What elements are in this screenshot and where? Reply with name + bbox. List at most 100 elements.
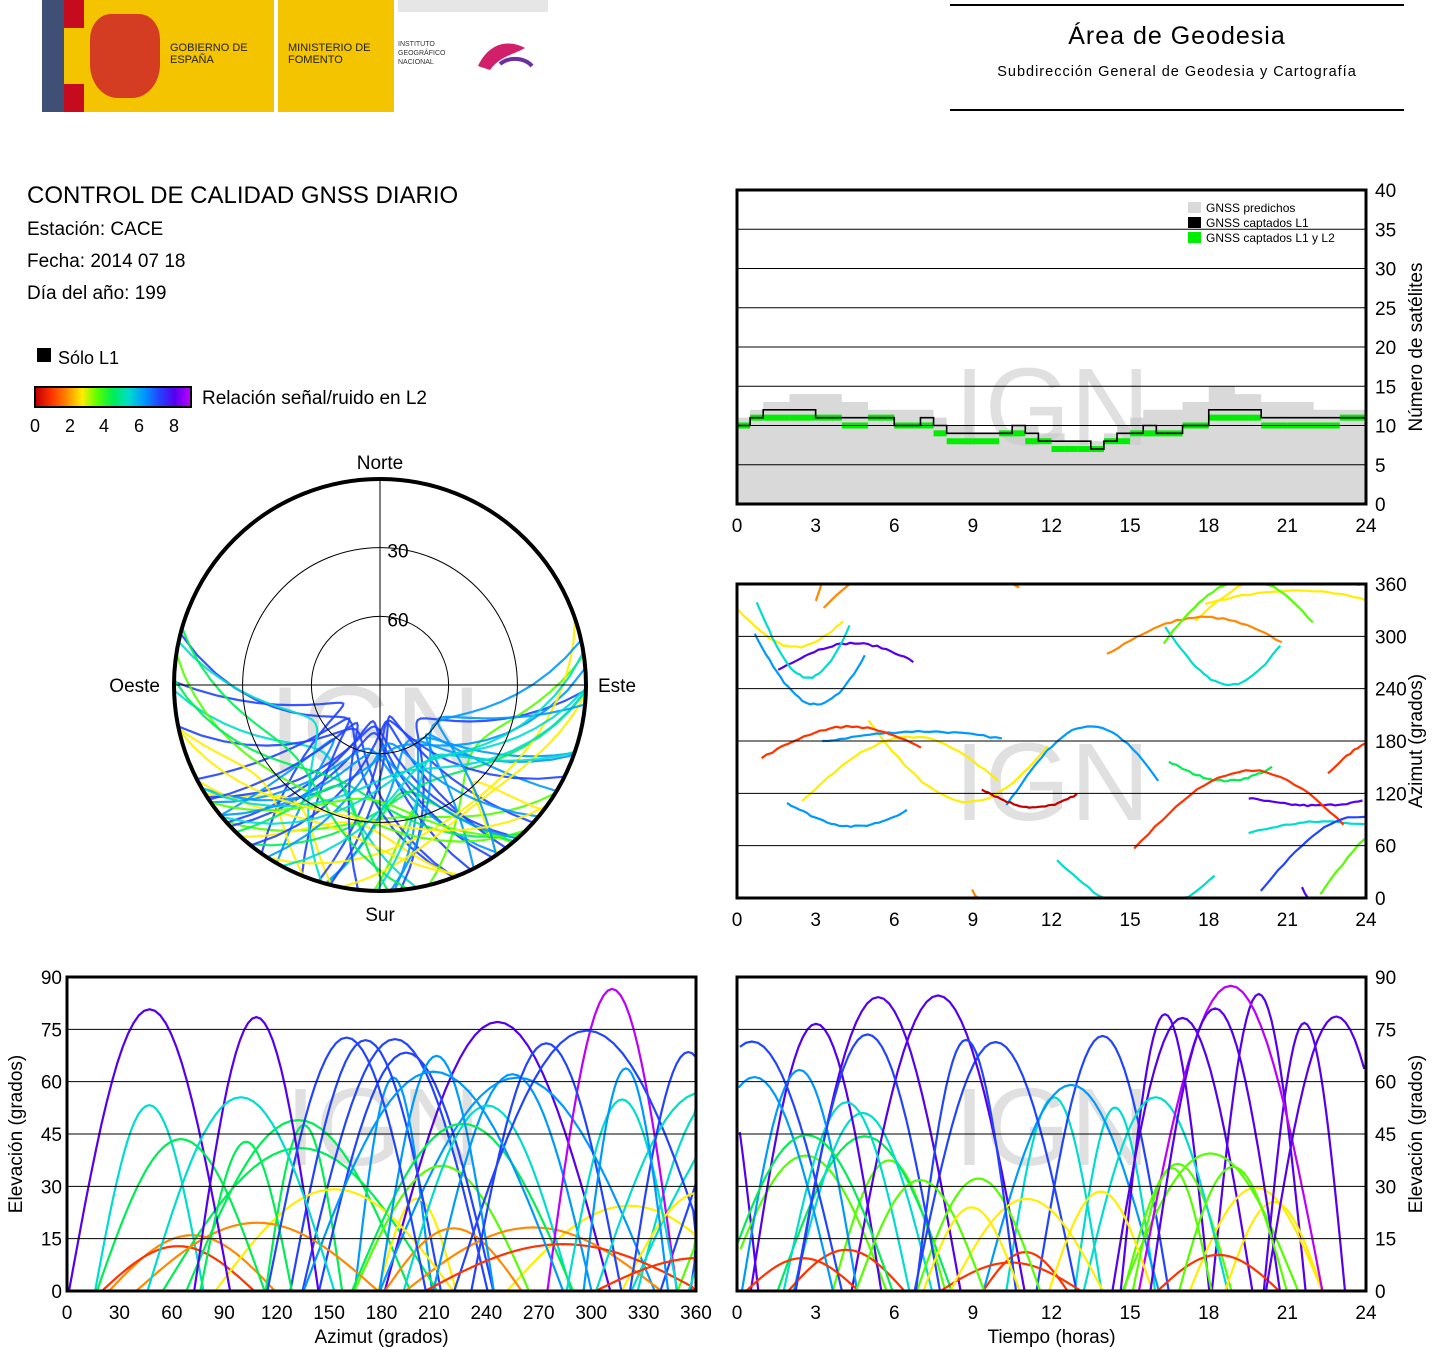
x-tick-label: 3 xyxy=(810,516,821,537)
sky-track xyxy=(375,750,576,892)
legend-swatch xyxy=(1188,232,1201,243)
elev-time-track xyxy=(736,1133,894,1292)
legend-entry: GNSS captados L1 xyxy=(1206,216,1309,230)
elev-time-track xyxy=(913,1040,1078,1292)
area-subtitle: Subdirección General de Geodesia y Carto… xyxy=(997,64,1357,80)
elev-az-track xyxy=(317,1051,495,1292)
header-rule-bottom xyxy=(950,109,1404,111)
elev-time-track xyxy=(793,1033,942,1292)
elev-time-track xyxy=(854,1178,986,1292)
sky-track xyxy=(178,729,548,832)
x-tick-label: 15 xyxy=(1120,910,1141,931)
elev-time-track xyxy=(915,1177,1042,1292)
y-tick-label: 15 xyxy=(41,1230,62,1251)
elev-az-track xyxy=(402,1104,573,1292)
elev-az-track xyxy=(135,1221,379,1292)
azimuth-track xyxy=(1164,626,1282,687)
azimuth-track xyxy=(760,724,922,760)
x-axis-label: Azimut (grados) xyxy=(314,1327,448,1348)
sky-horizon xyxy=(172,477,588,893)
legend-entry: GNSS predichos xyxy=(1206,201,1295,215)
elev-time-track xyxy=(787,1248,906,1292)
y-tick-label: 0 xyxy=(51,1282,62,1303)
ministerio-logo: MINISTERIO DE FOMENTO xyxy=(278,0,394,112)
y-tick-label: 75 xyxy=(41,1020,62,1041)
x-tick-label: 0 xyxy=(62,1303,73,1324)
x-tick-label: 15 xyxy=(1120,1303,1141,1324)
azimuth-track xyxy=(822,729,1003,743)
y-tick-label: 60 xyxy=(1375,837,1396,858)
azimuth-track xyxy=(867,719,1049,804)
elev-time-track xyxy=(792,1111,934,1292)
y-axis-label: Elevación (grados) xyxy=(6,1055,27,1213)
elev-time-track xyxy=(1048,1190,1154,1292)
x-tick-label: 9 xyxy=(968,1303,979,1324)
x-tick-label: 120 xyxy=(261,1303,293,1324)
sky-track xyxy=(424,733,557,869)
x-tick-label: 18 xyxy=(1198,516,1219,537)
elev-az-track xyxy=(95,1137,266,1292)
sky-track xyxy=(329,714,534,886)
x-tick-label: 9 xyxy=(968,910,979,931)
y-tick-label: 120 xyxy=(1375,784,1407,805)
y-tick-label: 45 xyxy=(41,1125,62,1146)
elev-az-track xyxy=(302,1070,565,1292)
elev-time-track xyxy=(739,1040,843,1292)
azimuth-track xyxy=(1301,886,1365,900)
elev-time-track xyxy=(782,1101,911,1292)
cbar-tick: 8 xyxy=(168,416,179,436)
y-tick-label: 90 xyxy=(1375,968,1396,989)
elev-az-track xyxy=(94,1103,205,1292)
x-tick-label: 24 xyxy=(1355,910,1377,931)
only-l1-swatch xyxy=(37,348,51,362)
sky-track xyxy=(181,627,409,891)
snr-colorbar xyxy=(34,386,192,408)
elev-az-track xyxy=(101,1245,255,1292)
y-tick-label: 15 xyxy=(1375,377,1396,398)
elev-time-tracks xyxy=(736,984,1366,1292)
elev-az-track xyxy=(301,1037,489,1292)
x-tick-label: 30 xyxy=(109,1303,130,1324)
coat-of-arms-icon xyxy=(90,14,160,98)
spain-flag-icon xyxy=(64,0,84,112)
y-tick-label: 40 xyxy=(1375,181,1396,202)
elev-time-track xyxy=(1149,1007,1281,1292)
x-tick-label: 150 xyxy=(313,1303,345,1324)
elev-time-track xyxy=(749,1022,883,1292)
elev-time-track xyxy=(1111,1016,1254,1292)
elev-az-track xyxy=(214,1188,455,1292)
sky-track xyxy=(235,784,389,892)
y-tick-label: 30 xyxy=(1375,260,1396,281)
station-label: Estación: CACE xyxy=(27,219,164,240)
y-tick-label: 30 xyxy=(1375,1177,1396,1198)
azimuth-track xyxy=(1319,838,1366,895)
elev-az-track xyxy=(378,1054,495,1292)
header-rule-top xyxy=(950,4,1404,6)
elev-time-track xyxy=(922,1206,1021,1292)
azimuth-track xyxy=(1259,815,1365,892)
elev-az-track xyxy=(193,1015,320,1292)
cbar-tick: 0 xyxy=(29,416,40,436)
skyplot-west-label: Oeste xyxy=(109,676,160,697)
sky-track xyxy=(389,639,582,892)
x-axis-label: Tiempo (horas) xyxy=(987,1327,1115,1348)
y-tick-label: 360 xyxy=(1375,575,1407,596)
x-tick-label: 9 xyxy=(968,516,979,537)
eu-flag-icon xyxy=(42,0,64,112)
x-tick-label: 12 xyxy=(1041,910,1062,931)
cbar-tick: 2 xyxy=(64,416,75,436)
azimuth-track xyxy=(1327,742,1366,775)
elev-az-track xyxy=(432,1073,593,1292)
azimuth-track xyxy=(1056,859,1216,900)
azimuth-track xyxy=(981,788,1078,809)
y-tick-label: 45 xyxy=(1375,1125,1396,1146)
x-tick-label: 300 xyxy=(575,1303,607,1324)
elev-time-track xyxy=(914,1038,1018,1292)
elev-time-track xyxy=(745,1256,860,1292)
x-tick-label: 6 xyxy=(889,516,900,537)
y-tick-label: 60 xyxy=(41,1073,62,1094)
cbar-tick: 6 xyxy=(133,416,144,436)
y-tick-label: 0 xyxy=(1375,1282,1386,1303)
elev-az-track xyxy=(67,1008,232,1292)
